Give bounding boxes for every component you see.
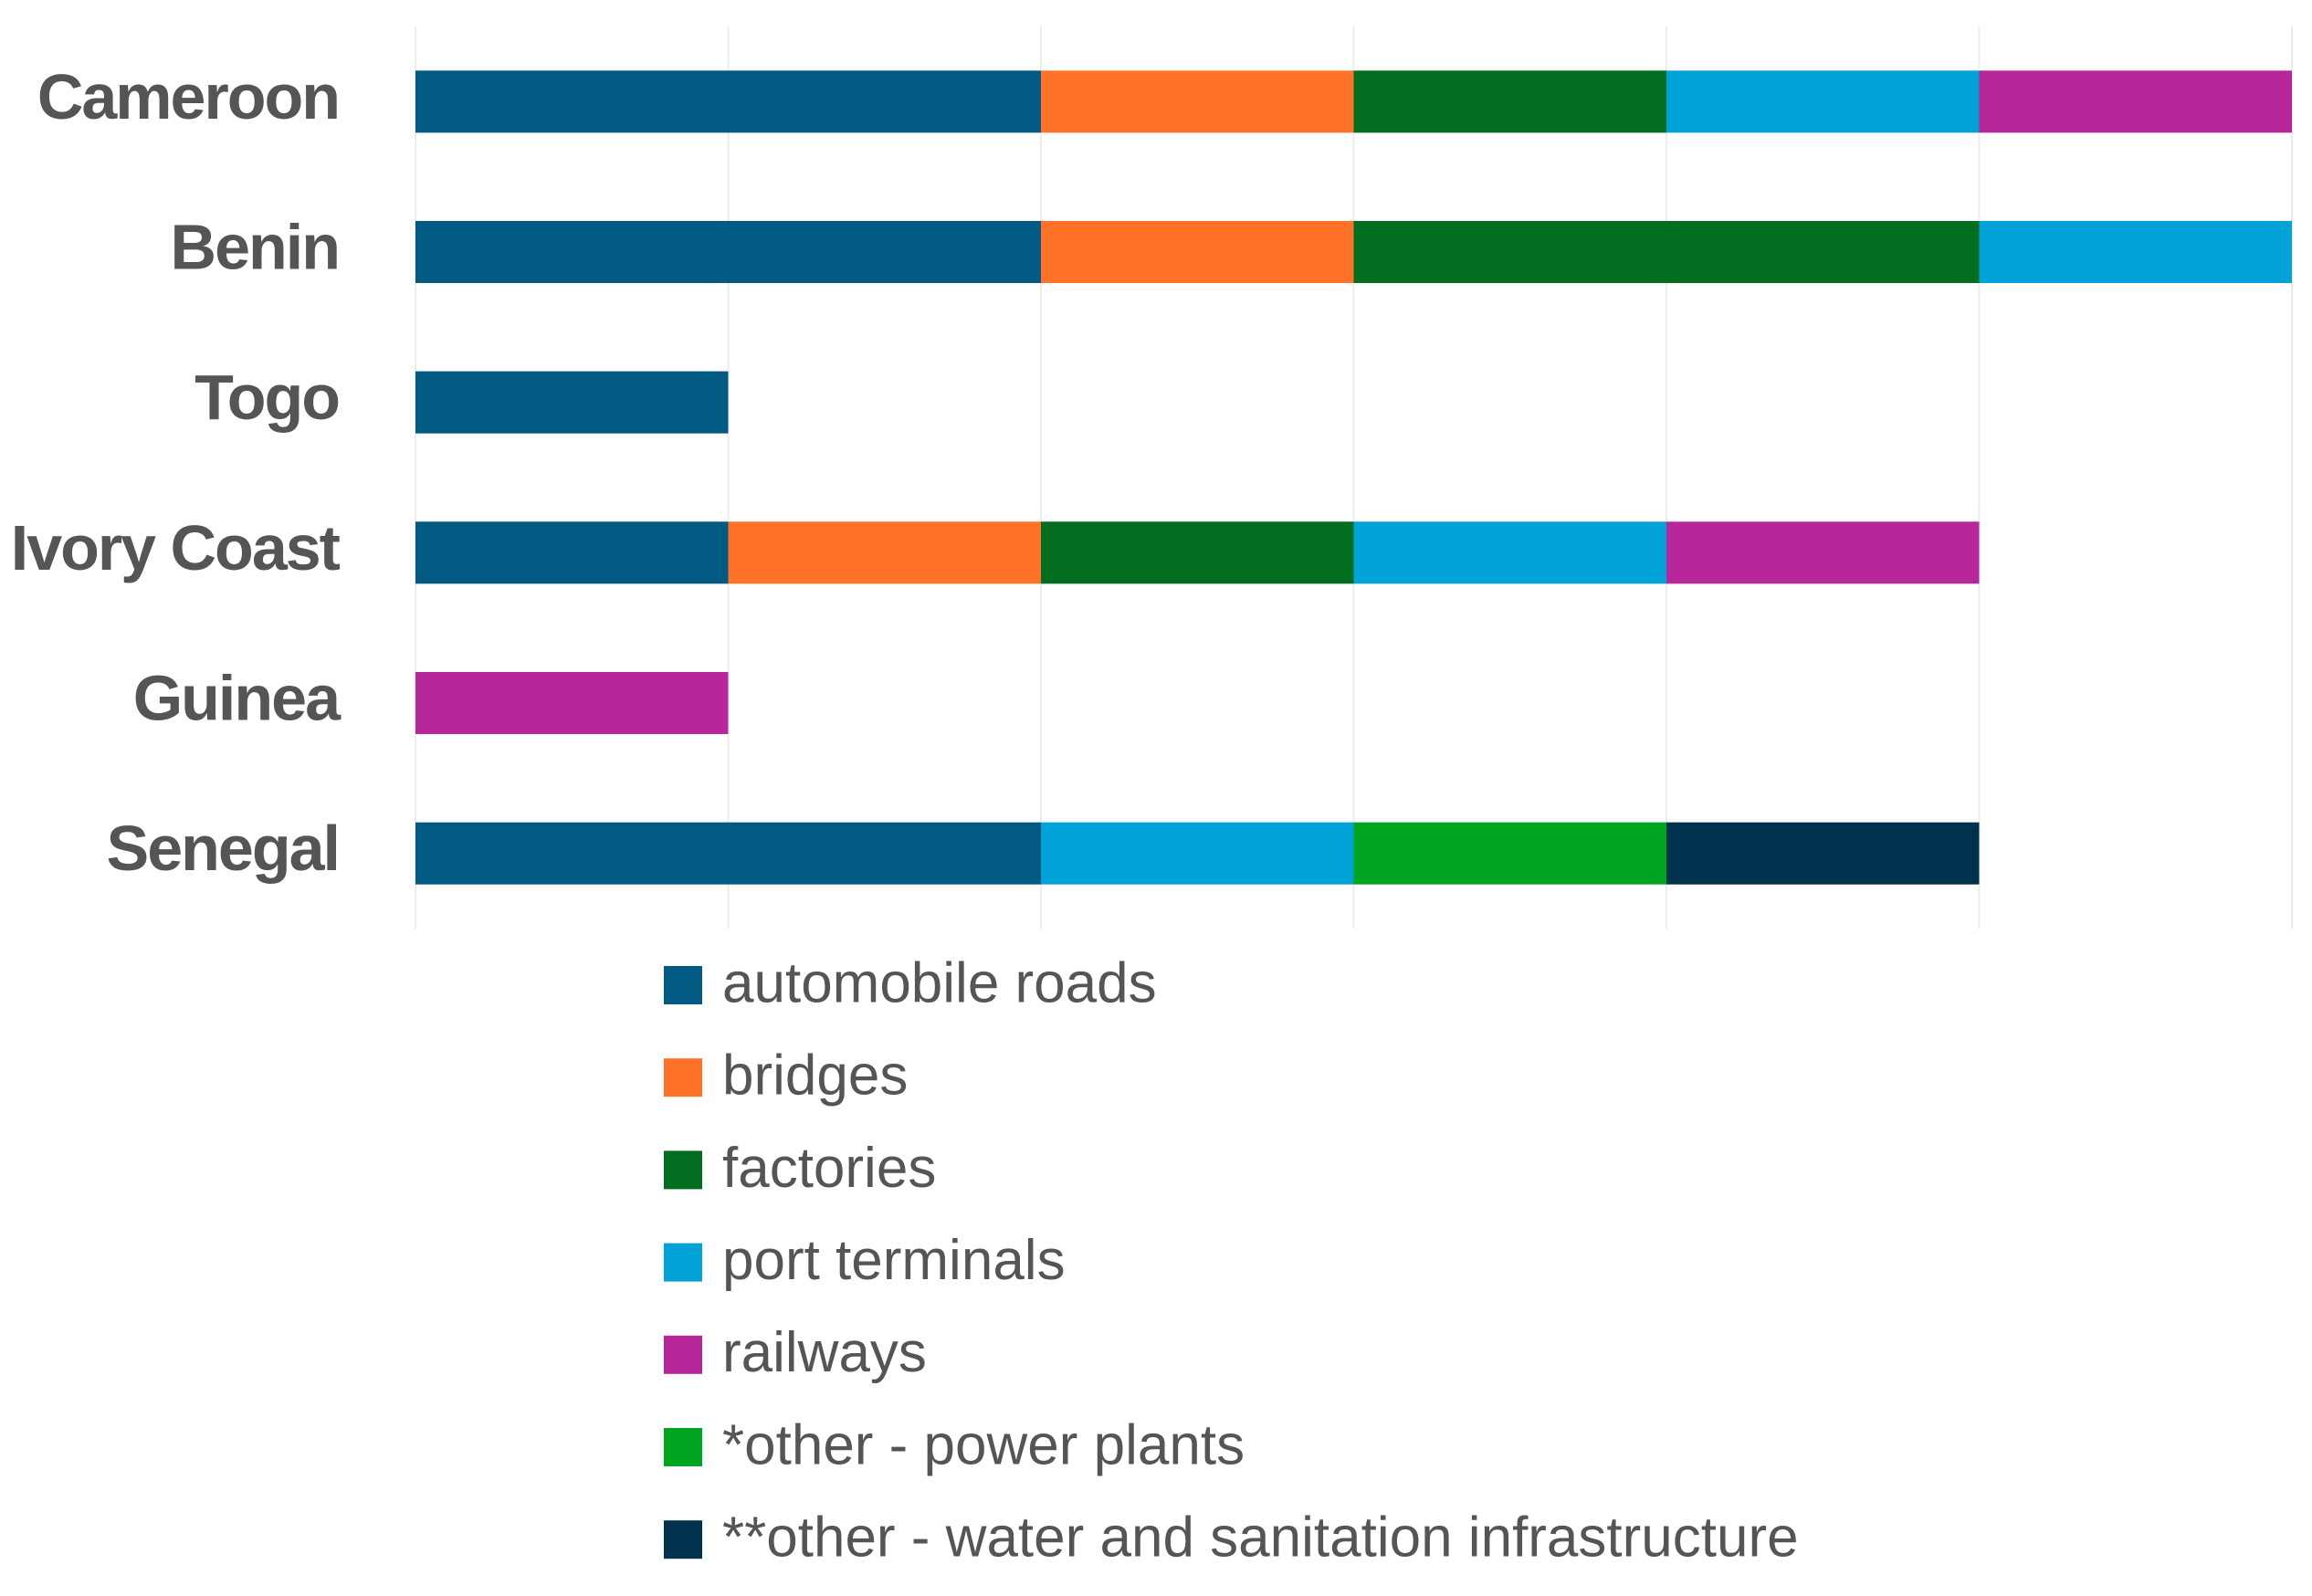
legend-swatch <box>664 1335 702 1374</box>
legend-label: *other - power plants <box>722 1413 1245 1476</box>
bar-segment <box>1041 70 1354 133</box>
bar-segment <box>415 521 729 584</box>
bar-segment <box>728 521 1041 584</box>
bar-segment <box>415 371 729 434</box>
bar-segment <box>1353 70 1666 133</box>
category-label: Benin <box>171 211 339 282</box>
bar-segment <box>1666 822 1980 885</box>
legend-label: **other - water and sanitation infrastru… <box>722 1507 1799 1570</box>
bar-segment <box>1979 221 2292 283</box>
bar-segment <box>1353 221 1980 283</box>
legend-label: railways <box>722 1321 927 1384</box>
bar-segment <box>1353 822 1666 885</box>
bar-segment <box>1041 822 1354 885</box>
legend-swatch <box>664 1150 702 1190</box>
legend-label: factories <box>722 1137 936 1200</box>
legend-label: port terminals <box>722 1229 1066 1292</box>
legend-swatch <box>664 1058 702 1097</box>
category-label: Ivory Coast <box>11 512 341 583</box>
legend-label: automobile roads <box>722 951 1157 1014</box>
bar-segment <box>1041 521 1354 584</box>
legend-swatch <box>664 966 702 1004</box>
bar-segment <box>1979 70 2292 133</box>
category-label: Togo <box>194 362 339 433</box>
category-label: Cameroon <box>37 61 339 132</box>
legend-swatch <box>664 1243 702 1282</box>
bar-segment <box>1041 221 1354 283</box>
bar-segment <box>1353 521 1666 584</box>
bar-segment <box>415 70 1041 133</box>
category-label: Guinea <box>133 662 342 733</box>
bar-segment <box>415 822 1041 885</box>
bar-segment <box>415 221 1041 283</box>
legend-swatch <box>664 1520 702 1559</box>
bar-segment <box>415 672 729 734</box>
legend-swatch <box>664 1428 702 1466</box>
legend-label: bridges <box>722 1045 908 1108</box>
bar-segment <box>1666 521 1980 584</box>
category-label: Senegal <box>107 813 339 884</box>
bar-segment <box>1666 70 1980 133</box>
